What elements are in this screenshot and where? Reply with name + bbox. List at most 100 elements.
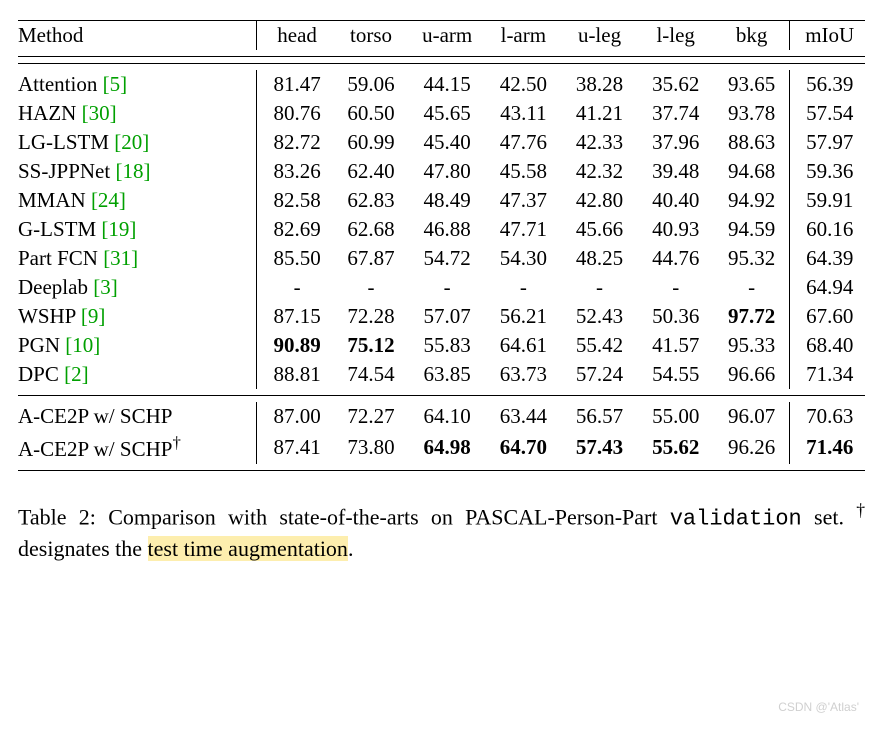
- miou-cell: 60.16: [790, 215, 865, 244]
- table-row: A-CE2P w/ SCHP87.0072.2764.1063.4456.575…: [18, 402, 865, 431]
- value-cell: 63.85: [409, 360, 485, 389]
- value-cell: 42.32: [561, 157, 637, 186]
- miou-cell: 59.36: [790, 157, 865, 186]
- value-cell: 93.78: [714, 99, 790, 128]
- value-cell: 73.80: [333, 431, 409, 464]
- value-cell: -: [333, 273, 409, 302]
- caption-dagger: †: [856, 500, 865, 520]
- value-cell: 72.28: [333, 302, 409, 331]
- value-cell: 48.49: [409, 186, 485, 215]
- value-cell: 62.40: [333, 157, 409, 186]
- value-cell: 94.68: [714, 157, 790, 186]
- caption-highlight: test time augmentation: [148, 536, 348, 561]
- method-cell: Attention [5]: [18, 70, 257, 99]
- value-cell: 44.76: [638, 244, 714, 273]
- value-cell: 72.27: [333, 402, 409, 431]
- caption-text1: Comparison with state-of-the-arts on PAS…: [108, 504, 657, 529]
- value-cell: 87.41: [257, 431, 333, 464]
- table-row: MMAN [24]82.5862.8348.4947.3742.8040.409…: [18, 186, 865, 215]
- value-cell: 62.68: [333, 215, 409, 244]
- value-cell: 47.37: [485, 186, 561, 215]
- miou-cell: 67.60: [790, 302, 865, 331]
- value-cell: 60.99: [333, 128, 409, 157]
- value-cell: 62.83: [333, 186, 409, 215]
- value-cell: -: [561, 273, 637, 302]
- value-cell: 47.71: [485, 215, 561, 244]
- caption-period: .: [348, 536, 354, 561]
- value-cell: 83.26: [257, 157, 333, 186]
- miou-cell: 59.91: [790, 186, 865, 215]
- value-cell: 95.32: [714, 244, 790, 273]
- value-cell: 41.21: [561, 99, 637, 128]
- value-cell: 64.61: [485, 331, 561, 360]
- citation: [30]: [82, 101, 117, 125]
- citation: [31]: [103, 246, 138, 270]
- value-cell: 55.62: [638, 431, 714, 464]
- method-cell: LG-LSTM [20]: [18, 128, 257, 157]
- citation: [24]: [91, 188, 126, 212]
- value-cell: 64.10: [409, 402, 485, 431]
- table-row: SS-JPPNet [18]83.2662.4047.8045.5842.323…: [18, 157, 865, 186]
- miou-cell: 71.46: [790, 431, 865, 464]
- value-cell: 42.80: [561, 186, 637, 215]
- method-cell: Part FCN [31]: [18, 244, 257, 273]
- value-cell: 64.98: [409, 431, 485, 464]
- value-cell: 95.33: [714, 331, 790, 360]
- table-caption: Table 2: Comparison with state-of-the-ar…: [18, 499, 865, 564]
- miou-cell: 56.39: [790, 70, 865, 99]
- caption-validation: validation: [670, 506, 802, 531]
- value-cell: 57.07: [409, 302, 485, 331]
- header-lleg: l-leg: [638, 21, 714, 51]
- value-cell: 45.66: [561, 215, 637, 244]
- value-cell: 88.81: [257, 360, 333, 389]
- results-table: Method head torso u-arm l-arm u-leg l-le…: [18, 20, 865, 471]
- caption-label: Table 2:: [18, 504, 96, 529]
- miou-cell: 64.94: [790, 273, 865, 302]
- value-cell: 96.07: [714, 402, 790, 431]
- value-cell: 41.57: [638, 331, 714, 360]
- value-cell: 63.44: [485, 402, 561, 431]
- table-row: PGN [10]90.8975.1255.8364.6155.4241.5795…: [18, 331, 865, 360]
- value-cell: 94.92: [714, 186, 790, 215]
- method-cell: A-CE2P w/ SCHP: [18, 402, 257, 431]
- value-cell: 82.72: [257, 128, 333, 157]
- caption-text2: set.: [814, 504, 844, 529]
- value-cell: 38.28: [561, 70, 637, 99]
- header-uleg: u-leg: [561, 21, 637, 51]
- value-cell: 87.15: [257, 302, 333, 331]
- citation: [3]: [93, 275, 118, 299]
- table-row: Deeplab [3]-------64.94: [18, 273, 865, 302]
- method-cell: DPC [2]: [18, 360, 257, 389]
- caption-text3: designates the: [18, 536, 142, 561]
- value-cell: 48.25: [561, 244, 637, 273]
- value-cell: 56.57: [561, 402, 637, 431]
- value-cell: 35.62: [638, 70, 714, 99]
- header-head: head: [257, 21, 333, 51]
- table-row: DPC [2]88.8174.5463.8563.7357.2454.5596.…: [18, 360, 865, 389]
- value-cell: -: [257, 273, 333, 302]
- value-cell: -: [714, 273, 790, 302]
- value-cell: 37.74: [638, 99, 714, 128]
- header-uarm: u-arm: [409, 21, 485, 51]
- value-cell: 52.43: [561, 302, 637, 331]
- method-cell: MMAN [24]: [18, 186, 257, 215]
- method-cell: Deeplab [3]: [18, 273, 257, 302]
- value-cell: 82.69: [257, 215, 333, 244]
- value-cell: 45.58: [485, 157, 561, 186]
- method-cell: PGN [10]: [18, 331, 257, 360]
- method-cell: G-LSTM [19]: [18, 215, 257, 244]
- value-cell: 54.30: [485, 244, 561, 273]
- value-cell: 42.33: [561, 128, 637, 157]
- value-cell: 45.40: [409, 128, 485, 157]
- citation: [10]: [65, 333, 100, 357]
- value-cell: 50.36: [638, 302, 714, 331]
- value-cell: 87.00: [257, 402, 333, 431]
- value-cell: 64.70: [485, 431, 561, 464]
- value-cell: 96.66: [714, 360, 790, 389]
- value-cell: 63.73: [485, 360, 561, 389]
- dagger-mark: †: [172, 433, 180, 452]
- value-cell: 56.21: [485, 302, 561, 331]
- table-row: WSHP [9]87.1572.2857.0756.2152.4350.3697…: [18, 302, 865, 331]
- method-cell: SS-JPPNet [18]: [18, 157, 257, 186]
- table-row: G-LSTM [19]82.6962.6846.8847.7145.6640.9…: [18, 215, 865, 244]
